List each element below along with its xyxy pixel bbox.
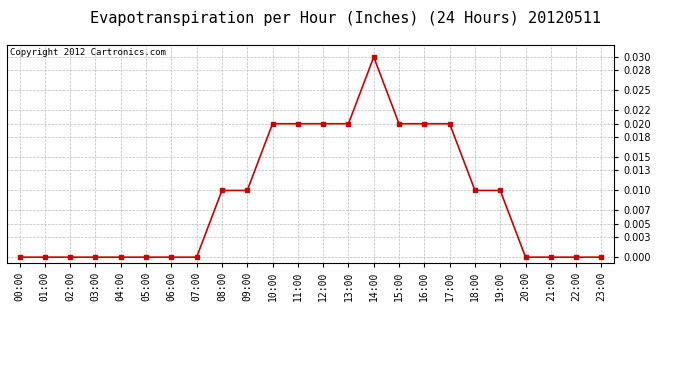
Text: Copyright 2012 Cartronics.com: Copyright 2012 Cartronics.com	[10, 48, 166, 57]
Text: Evapotranspiration per Hour (Inches) (24 Hours) 20120511: Evapotranspiration per Hour (Inches) (24…	[90, 11, 600, 26]
